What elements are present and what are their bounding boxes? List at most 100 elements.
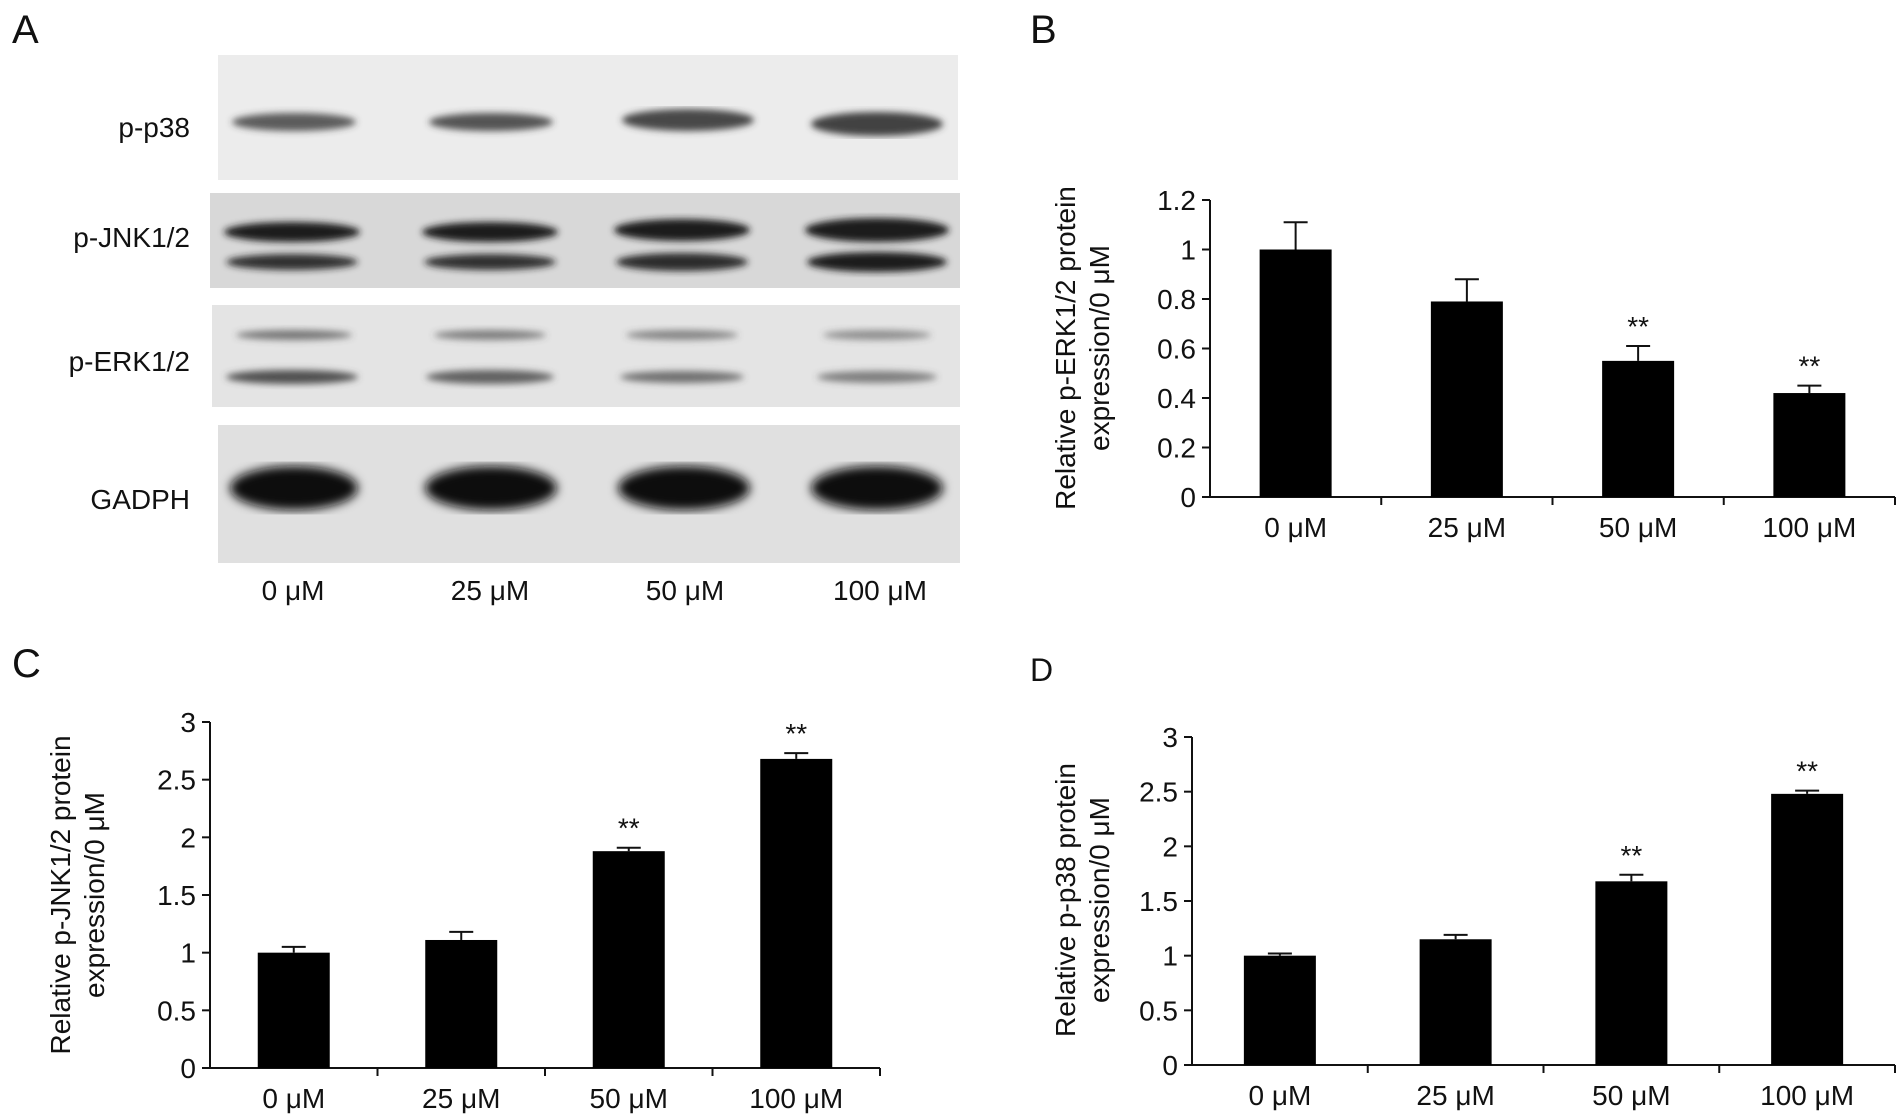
y-tick-label-b: 0.8 — [1157, 284, 1196, 315]
band-p-jnk-upper-lane4 — [805, 218, 949, 242]
lane-label-100uM: 100 μM — [833, 575, 927, 606]
band-p-p38-lane4 — [811, 112, 943, 136]
y-tick-label-d: 1.5 — [1139, 886, 1178, 917]
band-gadph-lane4 — [811, 466, 943, 510]
category-label-d-2: 50 μM — [1592, 1080, 1670, 1111]
bar-c-0 — [257, 952, 330, 1068]
lane-label-0uM: 0 μM — [261, 575, 325, 606]
bar-d-3 — [1771, 793, 1844, 1065]
panel-label-c: C — [12, 642, 41, 686]
panel-label-a: A — [12, 8, 39, 52]
y-tick-label-d: 0.5 — [1139, 995, 1178, 1026]
bar-d-2 — [1595, 881, 1668, 1065]
band-p-jnk-lower-lane3 — [616, 253, 748, 271]
significance-c-3: ** — [785, 718, 807, 749]
category-label-c-3: 100 μM — [749, 1083, 843, 1114]
category-label-c-0: 0 μM — [262, 1083, 325, 1114]
bar-c-1 — [425, 939, 498, 1068]
protein-label-p-erk: p-ERK1/2 — [68, 346, 190, 377]
band-gadph-lane2 — [425, 466, 557, 510]
protein-label-gadph: GADPH — [90, 484, 190, 515]
y-tick-label-b: 1.2 — [1157, 185, 1196, 216]
category-label-b-1: 25 μM — [1428, 512, 1506, 543]
western-blot-panel: p-p38 p-JNK1/2 p-ERK1/2 GADPH 0 μM 25 μM… — [0, 0, 960, 620]
band-p-jnk-lower-lane2 — [424, 254, 556, 270]
bar-d-0 — [1243, 955, 1316, 1065]
category-label-c-1: 25 μM — [422, 1083, 500, 1114]
bar-c-2 — [592, 851, 665, 1068]
significance-d-2: ** — [1620, 840, 1642, 871]
y-axis-label-line-b: expression/0 μM — [1084, 245, 1115, 451]
band-gadph-lane1 — [230, 466, 358, 510]
category-label-b-0: 0 μM — [1264, 512, 1327, 543]
band-p-jnk-upper-lane3 — [614, 219, 750, 241]
blot-image — [210, 55, 960, 563]
significance-b-3: ** — [1798, 351, 1820, 382]
protein-label-p-jnk: p-JNK1/2 — [73, 222, 190, 253]
band-p-erk-upper-lane3 — [626, 330, 738, 340]
y-tick-label-d: 3 — [1162, 722, 1178, 753]
bar-c-3 — [760, 758, 833, 1068]
lane-label-50uM: 50 μM — [645, 575, 725, 606]
bar-b-1 — [1430, 301, 1503, 497]
category-label-d-3: 100 μM — [1760, 1080, 1854, 1111]
y-tick-label-b: 0.2 — [1157, 433, 1196, 464]
y-axis-label-line-c: expression/0 μM — [79, 792, 110, 998]
y-axis-label-b: Relative p-ERK1/2 protein expression/0 μM — [1050, 186, 1115, 510]
y-tick-label-c: 2.5 — [157, 765, 196, 796]
y-axis-label-line-d: expression/0 μM — [1084, 797, 1115, 1003]
bar-b-3 — [1773, 393, 1846, 497]
y-tick-label-b: 0.6 — [1157, 334, 1196, 365]
y-axis-label-line-c: Relative p-JNK1/2 protein — [45, 735, 76, 1054]
band-p-p38-lane1 — [232, 113, 356, 131]
band-p-p38-lane3 — [622, 109, 754, 131]
bar-b-0 — [1259, 249, 1332, 497]
band-p-erk-upper-lane2 — [434, 330, 546, 340]
band-p-erk-lower-lane1 — [226, 370, 358, 384]
band-p-jnk-lower-lane1 — [226, 254, 358, 270]
band-p-jnk-lower-lane4 — [807, 252, 947, 272]
band-p-jnk-upper-lane1 — [224, 222, 360, 242]
band-p-erk-lower-lane3 — [620, 371, 744, 383]
band-p-erk-upper-lane4 — [823, 330, 931, 340]
bar-b-2 — [1602, 360, 1675, 497]
y-axis-label-line-b: Relative p-ERK1/2 protein — [1050, 186, 1081, 510]
y-tick-label-d: 0 — [1162, 1050, 1178, 1081]
significance-d-3: ** — [1796, 756, 1818, 787]
category-label-d-1: 25 μM — [1416, 1080, 1494, 1111]
y-tick-label-c: 1 — [180, 938, 196, 969]
panel-label-b: B — [1030, 8, 1057, 52]
blot-strip-p-erk — [212, 305, 960, 407]
y-tick-label-c: 0 — [180, 1053, 196, 1084]
y-tick-label-d: 1 — [1162, 941, 1178, 972]
category-label-b-3: 100 μM — [1762, 512, 1856, 543]
y-tick-label-b: 0.4 — [1157, 383, 1196, 414]
band-p-erk-upper-lane1 — [236, 330, 352, 340]
y-tick-label-d: 2.5 — [1139, 777, 1178, 808]
y-axis-label-line-d: Relative p-p38 protein — [1050, 763, 1081, 1037]
band-gadph-lane3 — [618, 466, 750, 510]
y-tick-label-d: 2 — [1162, 831, 1178, 862]
y-tick-label-c: 3 — [180, 707, 196, 738]
y-axis-label-c: Relative p-JNK1/2 protein expression/0 μM — [45, 735, 110, 1054]
band-p-erk-lower-lane4 — [817, 371, 937, 383]
category-label-d-0: 0 μM — [1248, 1080, 1311, 1111]
y-tick-label-c: 0.5 — [157, 995, 196, 1026]
y-tick-label-c: 2 — [180, 822, 196, 853]
lane-label-25uM: 25 μM — [450, 575, 530, 606]
category-label-b-2: 50 μM — [1599, 512, 1677, 543]
y-tick-label-c: 1.5 — [157, 880, 196, 911]
y-axis-label-d: Relative p-p38 protein expression/0 μM — [1050, 763, 1115, 1037]
bar-d-1 — [1419, 939, 1492, 1065]
blot-strip-p-jnk — [210, 193, 960, 288]
panel-label-d: D — [1030, 652, 1054, 688]
band-p-jnk-upper-lane2 — [422, 222, 558, 242]
band-p-erk-lower-lane2 — [426, 370, 554, 384]
y-tick-label-b: 0 — [1180, 482, 1196, 513]
significance-c-2: ** — [618, 813, 640, 844]
protein-label-p-p38: p-p38 — [118, 112, 190, 143]
y-tick-label-b: 1 — [1180, 235, 1196, 266]
